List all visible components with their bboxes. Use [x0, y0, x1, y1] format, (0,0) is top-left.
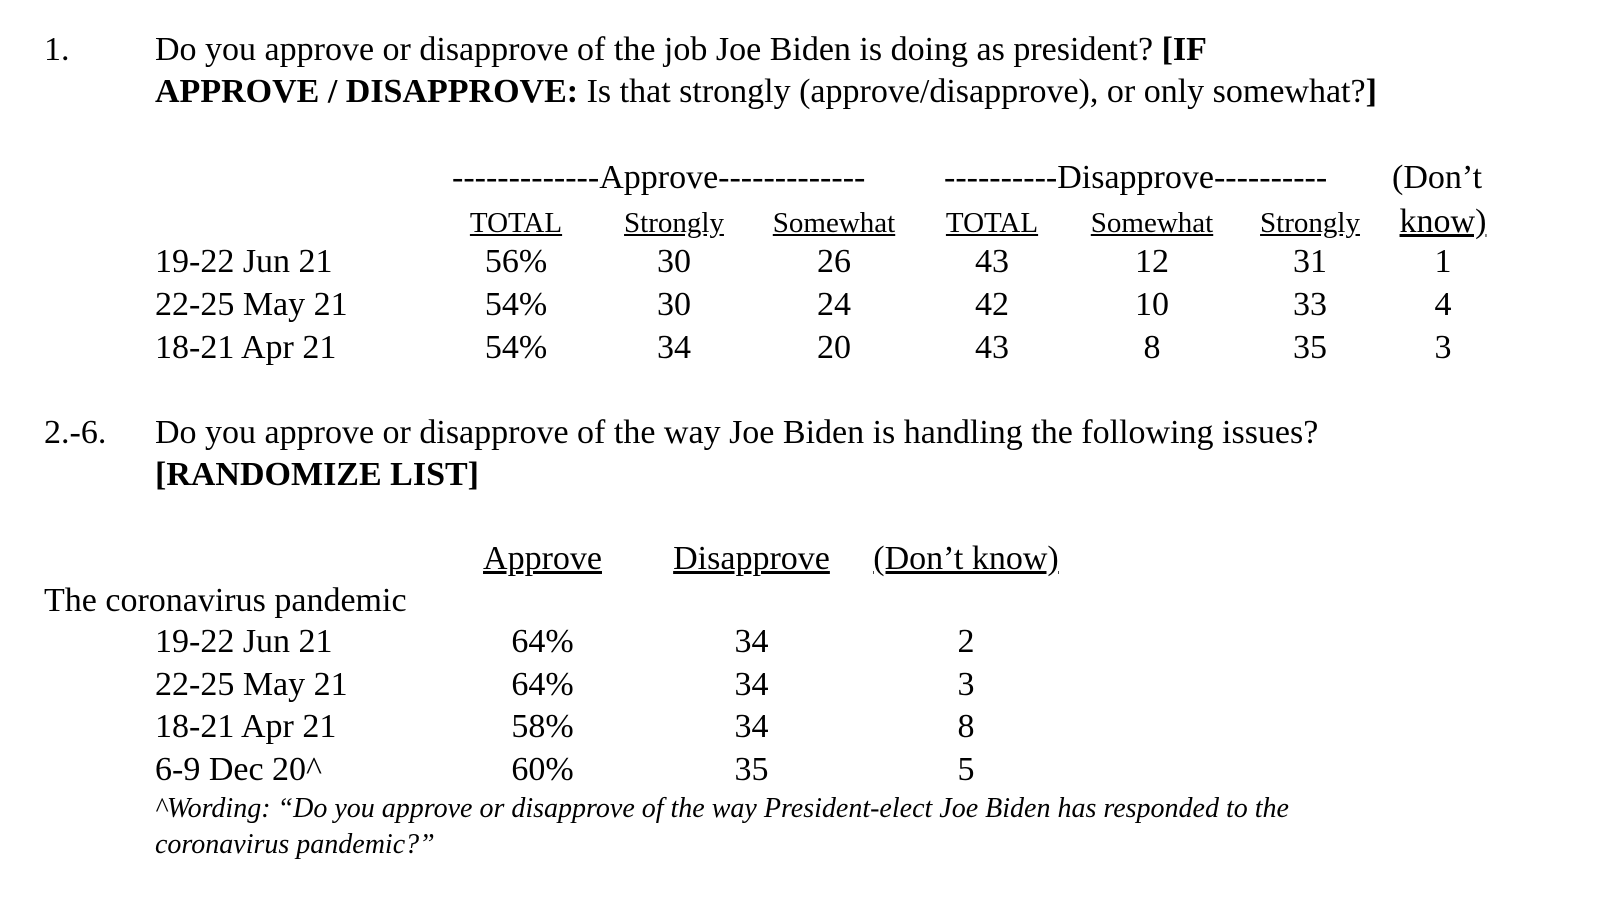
question-2-number: 2.-6.	[44, 414, 107, 451]
q2-row-label: 18-21 Apr 21	[155, 708, 337, 745]
question-2-text: Do you approve or disapprove of the way …	[155, 414, 1319, 451]
q1-cell: 4	[1434, 286, 1452, 323]
q1-row-label: 22-25 May 21	[155, 286, 348, 323]
question-1-followup: Is that strongly (approve/disapprove), o…	[586, 73, 1366, 110]
q2-row-label: 19-22 Jun 21	[155, 623, 333, 660]
q2-cell: 2	[957, 623, 975, 660]
q1-cell: 33	[1293, 286, 1327, 323]
q1-cell: 43	[975, 329, 1009, 366]
q2-col-approve: Approve	[483, 540, 602, 577]
q2-cell: 5	[957, 751, 975, 788]
q2-cell: 34	[734, 666, 769, 703]
question-1-instruction-start: [IF	[1161, 31, 1207, 68]
question-1-instruction-end: ]	[1365, 73, 1377, 110]
approve-group-header: -------------Approve-------------	[452, 159, 866, 196]
question-1-text-line2: APPROVE / DISAPPROVE: Is that strongly (…	[155, 71, 1377, 113]
q2-cell: 3	[957, 666, 975, 703]
q2-cell: 64%	[511, 623, 574, 660]
q1-col-approve-somewhat: Somewhat	[772, 207, 896, 239]
q1-cell: 26	[817, 243, 851, 280]
q1-cell: 3	[1434, 329, 1452, 366]
q1-cell: 20	[817, 329, 851, 366]
q1-cell: 1	[1434, 243, 1452, 280]
q1-cell: 31	[1293, 243, 1327, 280]
q1-cell: 10	[1135, 286, 1169, 323]
question-1-text: Do you approve or disapprove of the job …	[155, 31, 1154, 68]
q1-col-disapprove-total: TOTAL	[945, 207, 1039, 239]
q1-cell: 56%	[484, 243, 548, 280]
q1-cell: 54%	[484, 329, 548, 366]
q2-cell: 34	[734, 623, 769, 660]
q1-cell: 43	[975, 243, 1009, 280]
q1-row-label: 18-21 Apr 21	[155, 329, 337, 366]
q2-row-label: 6-9 Dec 20^	[155, 751, 323, 788]
q2-cell: 64%	[511, 666, 574, 703]
q2-cell: 58%	[511, 708, 574, 745]
question-1-text-line1: Do you approve or disapprove of the job …	[155, 29, 1207, 71]
q1-cell: 54%	[484, 286, 548, 323]
q2-cell: 35	[734, 751, 769, 788]
question-2-instruction: [RANDOMIZE LIST]	[155, 456, 479, 493]
q1-col-dont-know: know)	[1399, 203, 1487, 240]
q2-row-label: 22-25 May 21	[155, 666, 348, 703]
q2-cell: 60%	[511, 751, 574, 788]
question-1-instruction: APPROVE / DISAPPROVE:	[155, 73, 579, 110]
q1-row-label: 19-22 Jun 21	[155, 243, 333, 280]
q2-col-dont-know: (Don’t know)	[873, 540, 1059, 577]
q1-cell: 8	[1143, 329, 1161, 366]
q2-col-disapprove: Disapprove	[673, 540, 830, 577]
q1-col-approve-strongly: Strongly	[624, 207, 724, 239]
disapprove-group-header: ----------Disapprove----------	[944, 159, 1328, 196]
q1-cell: 35	[1293, 329, 1327, 366]
q1-cell: 24	[817, 286, 851, 323]
q1-col-approve-total: TOTAL	[469, 207, 563, 239]
q1-cell: 30	[657, 286, 691, 323]
footnote-line1: ^Wording: “Do you approve or disapprove …	[155, 793, 1289, 824]
q1-cell: 42	[975, 286, 1009, 323]
footnote-line2: coronavirus pandemic?”	[155, 829, 435, 860]
q2-cell: 34	[734, 708, 769, 745]
q1-cell: 34	[657, 329, 691, 366]
q1-cell: 30	[657, 243, 691, 280]
question-1-number: 1.	[44, 31, 70, 68]
dont-know-header-top: (Don’t	[1392, 159, 1483, 196]
q1-col-disapprove-strongly: Strongly	[1260, 207, 1360, 239]
q1-col-disapprove-somewhat: Somewhat	[1090, 207, 1214, 239]
q2-cell: 8	[957, 708, 975, 745]
q2-topic-label: The coronavirus pandemic	[44, 582, 407, 619]
q1-cell: 12	[1135, 243, 1169, 280]
